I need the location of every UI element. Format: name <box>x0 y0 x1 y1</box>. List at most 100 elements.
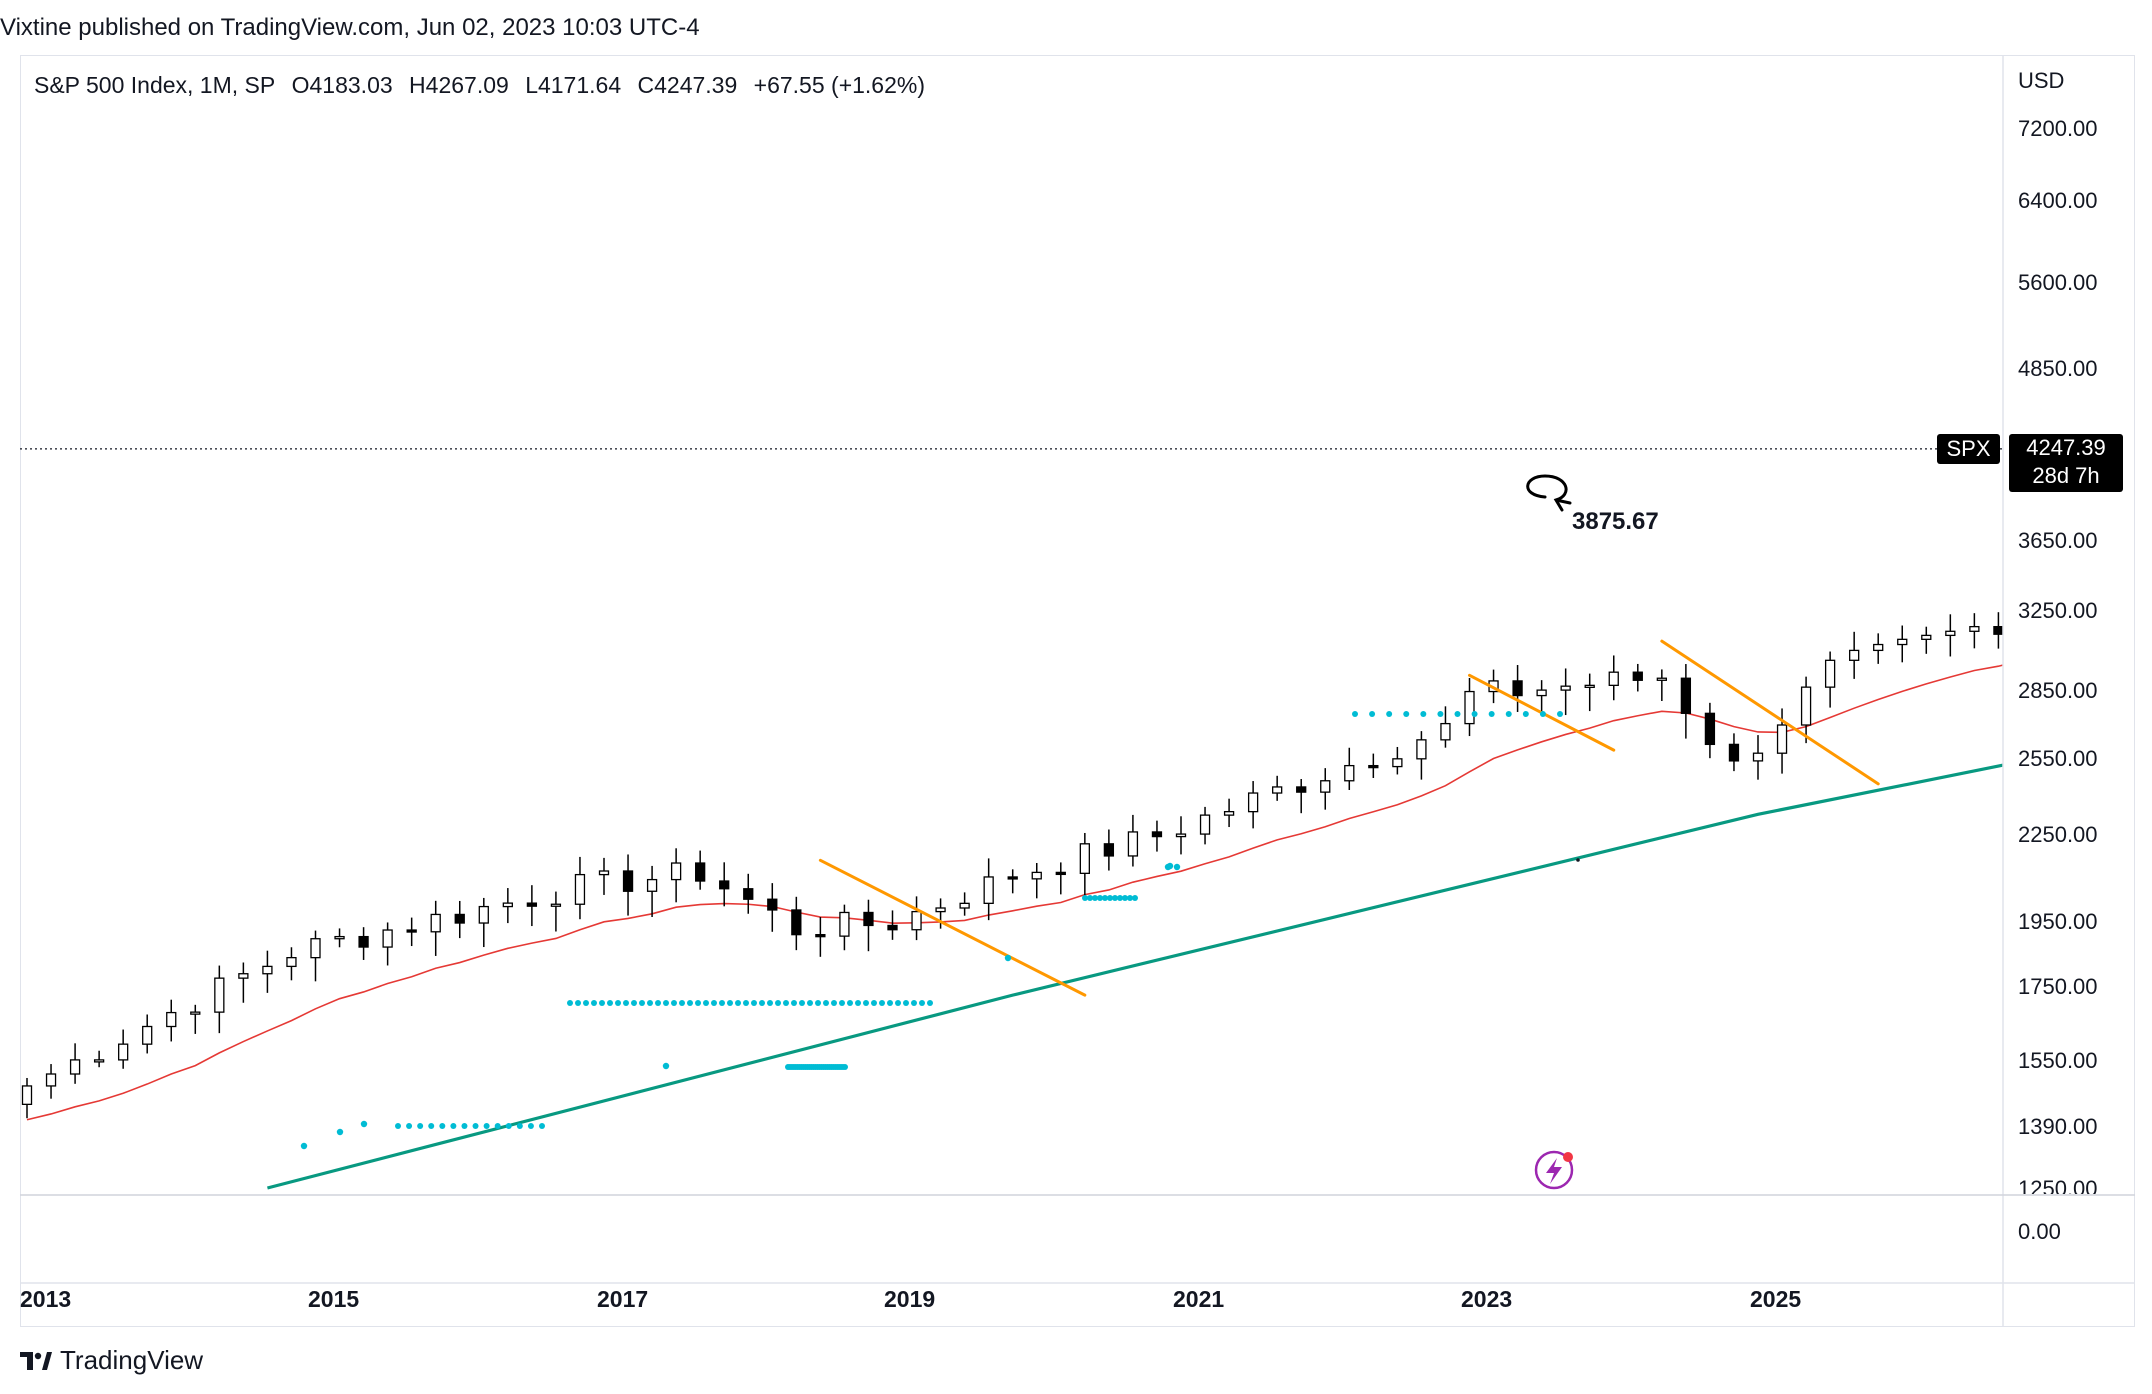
indicator-dot <box>711 1000 717 1006</box>
indicator-dot <box>663 1000 669 1006</box>
candle-body <box>1127 831 1139 857</box>
indicator-dot <box>687 1000 693 1006</box>
indicator-dot <box>919 1000 925 1006</box>
chart-legend[interactable]: S&P 500 Index, 1M, SP O4183.03 H4267.09 … <box>34 72 935 99</box>
indicator-dot <box>783 1000 789 1006</box>
indicator-dot <box>671 1000 677 1006</box>
indicator-dot <box>607 1000 613 1006</box>
indicator-dot <box>1132 895 1138 901</box>
tradingview-brand[interactable]: TradingView <box>20 1345 203 1376</box>
indicator-dot <box>863 1000 869 1006</box>
plot-area <box>21 474 2147 1190</box>
candle-body <box>478 905 489 924</box>
candle-body <box>214 977 225 1013</box>
candle-body <box>1680 677 1692 714</box>
lower-pane-tick: 0.00 <box>2018 1219 2061 1244</box>
candle-body <box>1272 786 1283 794</box>
y-tick: 2250.00 <box>2018 822 2098 847</box>
candle-body <box>695 862 706 882</box>
y-tick: 1750.00 <box>2018 974 2098 999</box>
tradingview-logo-icon <box>20 1352 52 1370</box>
indicator-dot <box>927 1000 933 1006</box>
candle-body <box>69 1059 81 1075</box>
indicator-dot <box>703 1000 709 1006</box>
indicator-dot <box>695 1000 701 1006</box>
indicator-dot <box>1454 711 1461 717</box>
candle-body <box>1632 671 1643 681</box>
candle-body <box>1873 643 1884 652</box>
x-tick: 2023 <box>1461 1286 1513 1312</box>
currency-label[interactable]: USD <box>2018 68 2065 93</box>
candle-body <box>1921 634 1932 640</box>
y-tick: 3650.00 <box>2018 528 2098 553</box>
indicator-dot <box>823 1000 829 1006</box>
y-tick: 3250.00 <box>2018 598 2098 623</box>
indicator-dot <box>895 1000 901 1006</box>
candle-body <box>911 910 922 931</box>
indicator-dot <box>842 1064 848 1070</box>
indicator-dot <box>1166 862 1174 870</box>
price-annotation: 3875.67 <box>1572 508 1659 535</box>
indicator-dot <box>406 1123 413 1129</box>
y-tick: 6400.00 <box>2018 188 2098 213</box>
candle-body <box>574 873 586 905</box>
candle-body <box>719 880 730 890</box>
candle-body <box>286 957 297 968</box>
indicator-dot <box>815 1000 821 1006</box>
candle-body <box>839 911 850 937</box>
indicator-dot <box>1420 711 1427 717</box>
indicator-dot <box>839 1000 845 1006</box>
indicator-dot <box>1471 711 1478 717</box>
candle-body <box>454 913 465 924</box>
indicator-dot <box>727 1000 733 1006</box>
candle-body <box>1800 686 1812 726</box>
indicator-dot <box>1173 863 1181 871</box>
publish-info: Vixtine published on TradingView.com, Ju… <box>0 14 700 41</box>
indicator-dot <box>1539 711 1546 717</box>
candle-body <box>430 913 441 933</box>
indicator-dot <box>1092 895 1098 901</box>
candle-body <box>262 965 273 975</box>
indicator-dot <box>623 1000 629 1006</box>
candle-body <box>1512 680 1523 697</box>
indicator-dot <box>494 1123 501 1129</box>
indicator-dot <box>775 1000 781 1006</box>
candle-body <box>2138 669 2147 707</box>
indicator-dot <box>1352 711 1358 717</box>
indicator-dot <box>679 1000 685 1006</box>
indicator-dot <box>1004 954 1012 962</box>
indicator-dot <box>1369 711 1376 717</box>
indicator-dot <box>583 1000 589 1006</box>
candle-body <box>142 1025 153 1045</box>
indicator-dot <box>887 1000 893 1006</box>
indicator-dot <box>567 1000 573 1006</box>
candle-body <box>93 1059 105 1063</box>
indicator-dot <box>903 1000 909 1006</box>
legend-close: C4247.39 <box>637 72 738 98</box>
legend-symbol: S&P 500 Index, 1M, SP <box>34 72 276 98</box>
candle-body <box>1897 638 1908 646</box>
indicator-dot <box>879 1000 885 1006</box>
candle-body <box>1945 630 1956 637</box>
candle-body <box>1849 649 1860 661</box>
candle-body <box>45 1073 57 1087</box>
candle-body <box>1223 810 1235 816</box>
indicator-dot <box>1505 711 1512 717</box>
candle-body <box>767 898 778 911</box>
candle-body <box>791 909 802 936</box>
indicator-dot <box>639 1000 645 1006</box>
legend-change: +67.55 (+1.62%) <box>753 72 925 98</box>
candle-body <box>21 1085 33 1105</box>
candle-body <box>863 911 874 927</box>
indicator-dot <box>615 1000 621 1006</box>
candle-body <box>1055 871 1066 876</box>
candle-body <box>406 929 417 933</box>
indicator-dot <box>831 1000 837 1006</box>
candle-body <box>2114 707 2123 752</box>
candle-body <box>1728 743 1740 762</box>
candle-body <box>1151 831 1163 838</box>
indicator-dot <box>461 1123 468 1129</box>
marker-dot <box>1576 858 1580 862</box>
chart-frame[interactable] <box>20 55 2135 1327</box>
